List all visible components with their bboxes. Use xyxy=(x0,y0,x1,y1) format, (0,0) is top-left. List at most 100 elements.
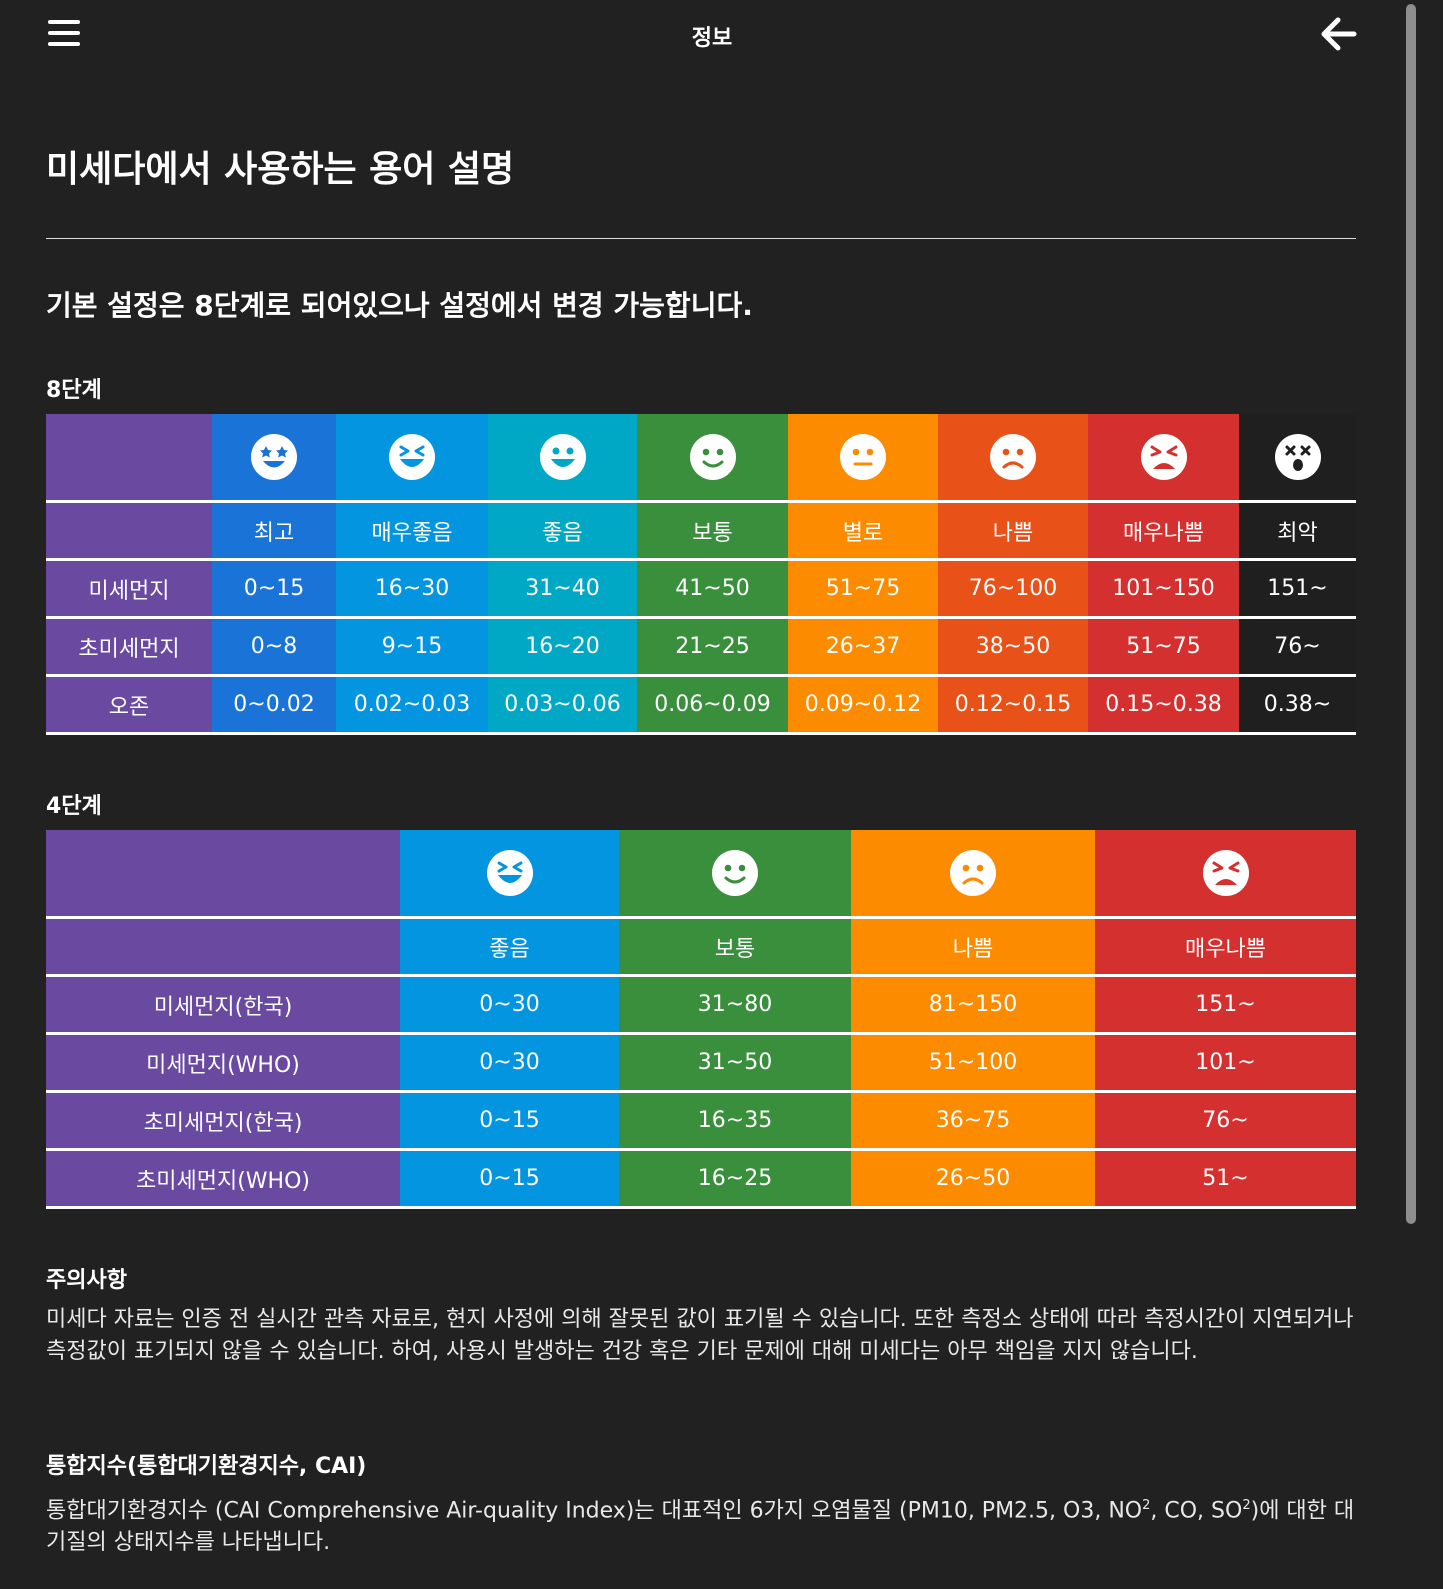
cai-title: 통합지수(통합대기환경지수, CAI) xyxy=(46,1454,367,1479)
range-cell: 16~20 xyxy=(488,617,637,677)
table-row: 초미세먼지 0~8 9~15 16~20 21~25 26~37 38~50 51~75 76~ xyxy=(46,617,1356,677)
range-cell: 0~15 xyxy=(212,559,336,619)
row-header: 미세먼지(WHO) xyxy=(46,1033,400,1093)
range-cell: 51~100 xyxy=(851,1033,1095,1093)
range-cell: 26~50 xyxy=(851,1149,1095,1209)
row-header: 미세먼지 xyxy=(46,559,212,619)
level-icon-cell xyxy=(938,414,1088,503)
level-name: 매우나쁨 xyxy=(1095,917,1356,977)
frowning-face-icon xyxy=(851,849,1095,897)
range-cell: 0.06~0.09 xyxy=(637,675,788,735)
range-cell: 0~15 xyxy=(400,1149,619,1209)
cai-body-text: , CO, SO xyxy=(1150,1498,1243,1524)
range-cell: 0~15 xyxy=(400,1091,619,1151)
level-name: 나쁨 xyxy=(938,501,1088,561)
range-cell: 21~25 xyxy=(637,617,788,677)
dizzy-face-icon xyxy=(1239,433,1356,481)
range-cell: 16~35 xyxy=(619,1091,851,1151)
row-header: 초미세먼지(한국) xyxy=(46,1091,400,1151)
notice-title: 주의사항 xyxy=(46,1268,127,1293)
level-icon-cell xyxy=(1088,414,1239,503)
top-app-bar: 정보 xyxy=(0,0,1424,72)
range-cell: 0~0.02 xyxy=(212,675,336,735)
level-name: 나쁨 xyxy=(851,917,1095,977)
level-icon-cell xyxy=(1239,414,1356,503)
cai-sup: 2 xyxy=(1142,1498,1151,1513)
row-header-empty xyxy=(46,830,400,919)
level-name: 매우나쁨 xyxy=(1088,501,1239,561)
level-name: 최고 xyxy=(212,501,336,561)
divider xyxy=(46,238,1356,239)
table-row: 초미세먼지(한국) 0~15 16~35 36~75 76~ xyxy=(46,1091,1356,1151)
range-cell: 0.02~0.03 xyxy=(336,675,488,735)
level-icon-cell xyxy=(488,414,637,503)
range-cell: 0~8 xyxy=(212,617,336,677)
angry-face-icon xyxy=(1088,433,1239,481)
laughing-face-icon xyxy=(400,849,619,897)
range-cell: 51~ xyxy=(1095,1149,1356,1209)
scrollbar[interactable] xyxy=(1404,0,1418,1228)
level-name: 매우좋음 xyxy=(336,501,488,561)
range-cell: 76~ xyxy=(1095,1091,1356,1151)
row-header: 초미세먼지 xyxy=(46,617,212,677)
hamburger-menu-icon[interactable] xyxy=(46,18,82,50)
range-cell: 101~150 xyxy=(1088,559,1239,619)
level-name-row: 좋음 보통 나쁨 매우나쁨 xyxy=(46,917,1356,977)
page-title: 미세다에서 사용하는 용어 설명 xyxy=(46,149,515,190)
laughing-face-icon xyxy=(336,433,488,481)
angry-face-icon xyxy=(1095,849,1356,897)
range-cell: 51~75 xyxy=(1088,617,1239,677)
row-header: 미세먼지(한국) xyxy=(46,975,400,1035)
range-cell: 51~75 xyxy=(788,559,938,619)
neutral-face-icon xyxy=(788,433,938,481)
range-cell: 76~100 xyxy=(938,559,1088,619)
table-row: 초미세먼지(WHO) 0~15 16~25 26~50 51~ xyxy=(46,1149,1356,1209)
star-eyes-face-icon xyxy=(212,433,336,481)
range-cell: 36~75 xyxy=(851,1091,1095,1151)
range-cell: 31~80 xyxy=(619,975,851,1035)
level-icon-cell xyxy=(1095,830,1356,919)
icon-row xyxy=(46,414,1356,503)
cai-body: 통합대기환경지수 (CAI Comprehensive Air-quality … xyxy=(46,1490,1356,1559)
smiling-face-icon xyxy=(619,849,851,897)
row-header-empty xyxy=(46,501,212,561)
range-cell: 0.03~0.06 xyxy=(488,675,637,735)
range-cell: 81~150 xyxy=(851,975,1095,1035)
table-row: 미세먼지(WHO) 0~30 31~50 51~100 101~ xyxy=(46,1033,1356,1093)
range-cell: 0.38~ xyxy=(1239,675,1356,735)
range-cell: 76~ xyxy=(1239,617,1356,677)
range-cell: 26~37 xyxy=(788,617,938,677)
row-header: 오존 xyxy=(46,675,212,735)
range-cell: 16~25 xyxy=(619,1149,851,1209)
range-cell: 0.15~0.38 xyxy=(1088,675,1239,735)
range-cell: 0.12~0.15 xyxy=(938,675,1088,735)
grade4-table: 좋음 보통 나쁨 매우나쁨 미세먼지(한국) 0~30 31~80 81~150 151~ 미세먼… xyxy=(46,830,1356,1209)
cai-body-text: )에 대한 대기질의 상태지수를 나타냅니다. xyxy=(46,1498,1355,1556)
level-name: 최악 xyxy=(1239,501,1356,561)
level-name: 좋음 xyxy=(400,917,619,977)
level-icon-cell xyxy=(212,414,336,503)
back-arrow-icon[interactable] xyxy=(1318,14,1360,54)
table-row: 미세먼지(한국) 0~30 31~80 81~150 151~ xyxy=(46,975,1356,1035)
icon-row xyxy=(46,830,1356,919)
level-name: 보통 xyxy=(619,917,851,977)
level-icon-cell xyxy=(400,830,619,919)
level-name: 좋음 xyxy=(488,501,637,561)
grinning-face-icon xyxy=(488,433,637,481)
table-row: 오존 0~0.02 0.02~0.03 0.03~0.06 0.06~0.09 0.09~… xyxy=(46,675,1356,735)
range-cell: 151~ xyxy=(1239,559,1356,619)
grade8-table: 최고 매우좋음 좋음 보통 별로 나쁨 매우나쁨 최악 미세먼지 0~15 16~30 31~40 41… xyxy=(46,414,1356,735)
level-icon-cell xyxy=(637,414,788,503)
range-cell: 0~30 xyxy=(400,1033,619,1093)
cai-body-text: 통합대기환경지수 (CAI Comprehensive Air-quality … xyxy=(46,1498,1143,1524)
range-cell: 9~15 xyxy=(336,617,488,677)
smiling-face-icon xyxy=(637,433,788,481)
notice-body: 미세다 자료는 인증 전 실시간 관측 자료로, 현지 사정에 의해 잘못된 값… xyxy=(46,1307,1354,1364)
row-header-empty xyxy=(46,917,400,977)
frowning-face-icon xyxy=(938,433,1088,481)
scrollbar-thumb[interactable] xyxy=(1406,4,1416,1224)
app-bar-title: 정보 xyxy=(691,26,733,51)
range-cell: 16~30 xyxy=(336,559,488,619)
table-row: 미세먼지 0~15 16~30 31~40 41~50 51~75 76~100 101~15… xyxy=(46,559,1356,619)
range-cell: 41~50 xyxy=(637,559,788,619)
